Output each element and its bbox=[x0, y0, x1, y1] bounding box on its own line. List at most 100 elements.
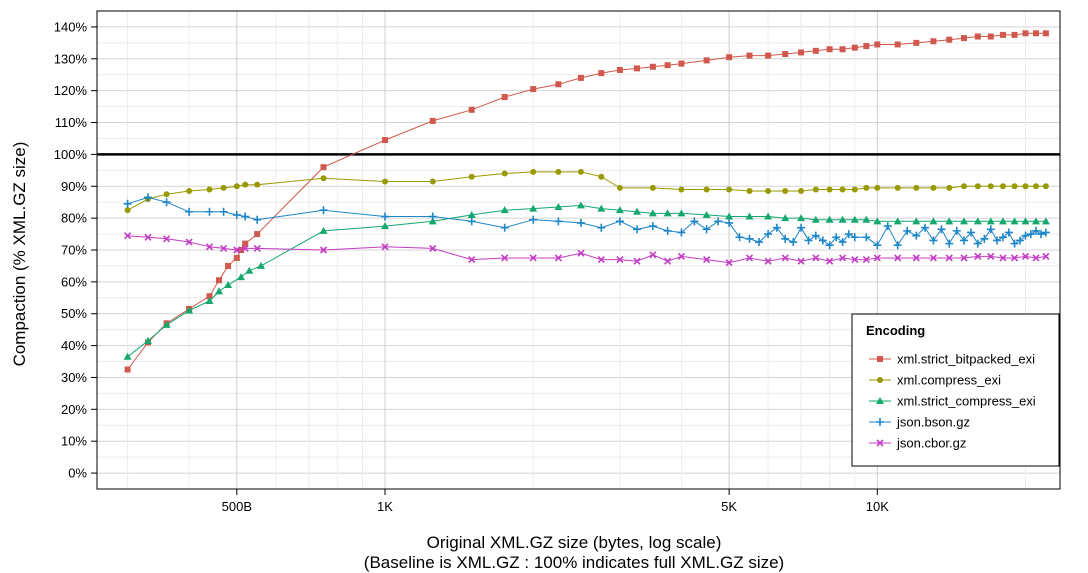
legend: Encoding xml.strict_bitpacked_exi xml.com… bbox=[851, 313, 1060, 467]
data-point bbox=[945, 254, 953, 262]
data-point bbox=[782, 188, 789, 195]
data-point bbox=[429, 244, 437, 252]
data-point bbox=[529, 254, 537, 262]
data-point bbox=[839, 186, 846, 193]
legend-item: xml.strict_bitpacked_exi bbox=[869, 352, 1035, 367]
data-point bbox=[205, 207, 214, 216]
data-point bbox=[633, 225, 642, 234]
data-point bbox=[185, 238, 193, 246]
legend-label: json.bson.gz bbox=[896, 415, 970, 430]
data-point bbox=[930, 184, 937, 191]
data-point bbox=[832, 233, 841, 242]
data-point bbox=[903, 226, 912, 235]
data-point bbox=[576, 201, 585, 209]
data-point bbox=[664, 257, 672, 265]
data-point bbox=[124, 207, 131, 214]
data-point bbox=[986, 217, 995, 225]
data-point bbox=[237, 273, 246, 281]
data-point bbox=[319, 246, 328, 254]
data-point bbox=[320, 164, 327, 171]
data-point bbox=[725, 259, 733, 267]
data-point bbox=[598, 70, 605, 77]
data-point bbox=[825, 241, 834, 250]
data-point bbox=[162, 320, 171, 328]
data-point bbox=[162, 198, 171, 207]
data-point bbox=[960, 217, 969, 225]
data-point bbox=[598, 173, 605, 180]
data-point bbox=[960, 236, 969, 245]
data-point bbox=[811, 231, 820, 240]
data-point bbox=[946, 36, 953, 43]
data-point bbox=[163, 191, 170, 198]
data-point bbox=[241, 244, 249, 252]
data-point bbox=[703, 57, 710, 64]
data-point bbox=[1021, 231, 1030, 240]
data-point bbox=[1022, 183, 1029, 190]
y-tick-label: 100% bbox=[54, 147, 88, 162]
x-tick-label: 5K bbox=[721, 499, 737, 514]
data-point bbox=[987, 183, 994, 190]
data-point bbox=[530, 168, 537, 175]
data-point bbox=[320, 175, 327, 182]
y-tick-label: 120% bbox=[54, 83, 88, 98]
data-point bbox=[123, 352, 132, 360]
data-point bbox=[253, 215, 262, 224]
data-point bbox=[124, 366, 131, 373]
data-point bbox=[912, 217, 921, 225]
y-axis-title: Compaction (% XML.GZ size) bbox=[10, 142, 29, 367]
data-point bbox=[946, 184, 953, 191]
data-point bbox=[242, 240, 249, 247]
data-point bbox=[1031, 226, 1040, 235]
data-point bbox=[980, 234, 989, 243]
data-point bbox=[381, 222, 390, 230]
data-point bbox=[703, 255, 711, 264]
data-point bbox=[1032, 30, 1039, 37]
data-point bbox=[714, 217, 723, 226]
data-point bbox=[726, 54, 733, 61]
data-point bbox=[913, 39, 920, 46]
data-point bbox=[781, 214, 790, 222]
data-point bbox=[945, 217, 954, 225]
data-point bbox=[649, 251, 657, 259]
legend-item: xml.strict_compress_exi bbox=[869, 394, 1036, 409]
data-point bbox=[967, 228, 976, 237]
data-point bbox=[735, 233, 744, 242]
legend-label: xml.strict_bitpacked_exi bbox=[897, 352, 1035, 367]
data-point bbox=[894, 41, 901, 48]
data-point bbox=[500, 223, 509, 232]
data-point bbox=[929, 236, 938, 245]
data-point bbox=[883, 222, 892, 231]
data-point bbox=[577, 168, 584, 175]
data-point bbox=[678, 186, 685, 193]
data-point bbox=[554, 202, 563, 210]
data-point bbox=[913, 184, 920, 191]
data-point bbox=[811, 215, 820, 223]
data-point bbox=[894, 254, 902, 262]
data-point bbox=[1022, 30, 1029, 37]
data-point bbox=[726, 186, 733, 193]
axes bbox=[91, 26, 878, 495]
data-point bbox=[649, 184, 656, 191]
data-point bbox=[429, 178, 436, 185]
data-point bbox=[745, 234, 754, 243]
data-point bbox=[1016, 236, 1025, 245]
data-point bbox=[1010, 217, 1019, 225]
x-axis-note: (Baseline is XML.GZ : 100% indicates ful… bbox=[364, 553, 784, 572]
data-point bbox=[238, 247, 245, 253]
data-point bbox=[143, 193, 152, 202]
data-point bbox=[678, 60, 685, 67]
data-point bbox=[974, 33, 981, 40]
data-point bbox=[912, 254, 920, 262]
data-point bbox=[677, 228, 686, 237]
data-point bbox=[554, 254, 562, 262]
data-point bbox=[1004, 228, 1013, 237]
series-xml.strict_compress_exi bbox=[123, 201, 1050, 360]
data-point bbox=[838, 238, 847, 247]
y-tick-label: 70% bbox=[61, 243, 87, 258]
data-point bbox=[987, 33, 994, 40]
data-point bbox=[838, 215, 847, 223]
tick-labels: 0% 10% 20% 30% 40% 50% 60% 70% 80% 90% 100% 110% 120… bbox=[54, 19, 889, 514]
data-point bbox=[839, 254, 847, 262]
data-point bbox=[945, 239, 954, 248]
data-point bbox=[745, 212, 754, 220]
